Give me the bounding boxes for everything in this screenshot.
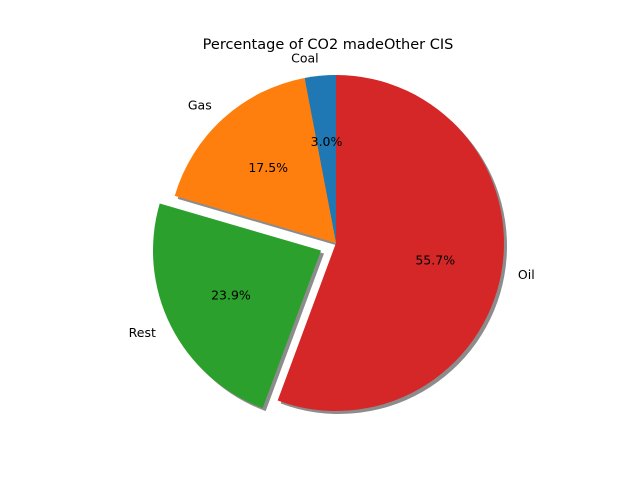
- slices: [152, 75, 504, 411]
- slice-label-oil: Oil: [518, 267, 535, 282]
- slice-label-coal: Coal: [291, 51, 319, 66]
- slice-oil: [277, 75, 504, 411]
- chart-title: Percentage of CO2 madeOther CIS: [203, 37, 454, 53]
- slice-label-gas: Gas: [188, 98, 212, 113]
- slice-gas: [174, 77, 336, 243]
- slice-labels: Coal 3.0% Gas 17.5% Rest 23.9% Oil 55.7%: [129, 51, 535, 341]
- pct-label-gas: 17.5%: [248, 160, 288, 175]
- slice-rest: [152, 203, 321, 409]
- slice-coal: [304, 75, 336, 243]
- pct-label-coal: 3.0%: [311, 134, 343, 149]
- slice-label-rest: Rest: [129, 325, 156, 340]
- pct-label-oil: 55.7%: [415, 252, 455, 267]
- pct-label-rest: 23.9%: [211, 287, 251, 302]
